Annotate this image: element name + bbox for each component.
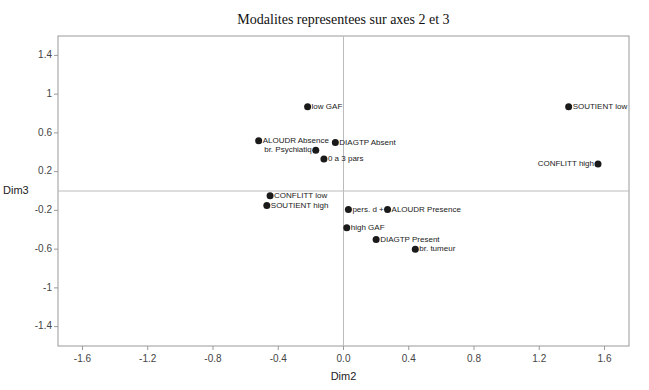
point-label: high GAF	[351, 223, 385, 232]
y-tick-label: 0.2	[38, 165, 52, 176]
point-label: ALOUDR Presence	[392, 205, 462, 214]
x-axis-label: Dim2	[331, 370, 357, 382]
point	[263, 202, 270, 209]
point	[304, 103, 311, 110]
x-tick-label: -1.6	[74, 353, 92, 364]
point	[565, 103, 572, 110]
y-tick	[54, 132, 58, 133]
point	[345, 206, 352, 213]
point	[332, 139, 339, 146]
origin-hline	[58, 191, 629, 192]
point	[320, 156, 327, 163]
x-tick-label: 1.2	[532, 353, 546, 364]
point-label: br. tumeur	[419, 244, 455, 253]
y-tick	[54, 94, 58, 95]
origin-lines	[58, 36, 629, 346]
chart: -1.6 -1.2 -0.8 -0.4 0.0 0.4 0.8 1.2 1.6 -1.4 -1 -0.…	[0, 0, 649, 390]
y-tick-label: 1	[46, 88, 52, 99]
y-tick-label: -0.6	[35, 243, 53, 254]
y-tick	[54, 210, 58, 211]
y-tick	[54, 249, 58, 250]
point-label: pers. d +	[352, 205, 384, 214]
point-label: SOUTIENT low	[573, 102, 628, 111]
x-tick-label: 1.6	[598, 353, 612, 364]
point	[343, 224, 350, 231]
point-label: CONFLITT low	[274, 191, 327, 200]
point-label: 0 a 3 pars	[328, 154, 364, 163]
plot-frame	[58, 36, 629, 346]
y-tick	[54, 171, 58, 172]
x-tick	[408, 346, 409, 350]
point-label: low GAF	[312, 102, 343, 111]
x-tick	[147, 346, 148, 350]
x-tick-label: -0.8	[204, 353, 222, 364]
y-tick	[54, 287, 58, 288]
point-label: DIAGTP Absent	[339, 138, 396, 147]
y-tick-label: -0.2	[35, 204, 53, 215]
y-axis-label: Dim3	[3, 184, 29, 196]
x-tick	[343, 346, 344, 350]
point-label: ALOUDR Absence	[263, 136, 330, 145]
x-tick	[604, 346, 605, 350]
point-label: CONFLITT high	[538, 159, 594, 168]
point	[373, 236, 380, 243]
y-tick	[54, 55, 58, 56]
x-tick-label: 0.0	[337, 353, 351, 364]
x-tick	[82, 346, 83, 350]
x-tick-label: 0.4	[402, 353, 416, 364]
y-tick	[54, 326, 58, 327]
y-tick-label: -1.4	[35, 320, 53, 331]
point-label: SOUTIENT high	[271, 201, 329, 210]
chart-title: Modalites representees sur axes 2 et 3	[237, 12, 449, 27]
points	[255, 103, 601, 252]
x-tick	[212, 346, 213, 350]
point-labels: low GAF ALOUDR Absence DIAGTP Absent br. Ps…	[263, 102, 628, 253]
x-tick	[278, 346, 279, 350]
point	[267, 192, 274, 199]
y-tick-label: 0.6	[38, 127, 52, 138]
point	[595, 160, 602, 167]
point	[255, 137, 262, 144]
x-tick-label: -0.4	[270, 353, 288, 364]
x-tick-label: -1.2	[139, 353, 157, 364]
x-tick	[539, 346, 540, 350]
y-tick-label: 1.4	[38, 49, 52, 60]
point	[412, 246, 419, 253]
point	[384, 206, 391, 213]
x-tick	[474, 346, 475, 350]
point-label: br. Psychiatiq	[264, 145, 312, 154]
y-tick-label: -1	[43, 282, 52, 293]
x-tick-label: 0.8	[467, 353, 481, 364]
point	[312, 147, 319, 154]
point-label: DIAGTP Present	[380, 235, 440, 244]
